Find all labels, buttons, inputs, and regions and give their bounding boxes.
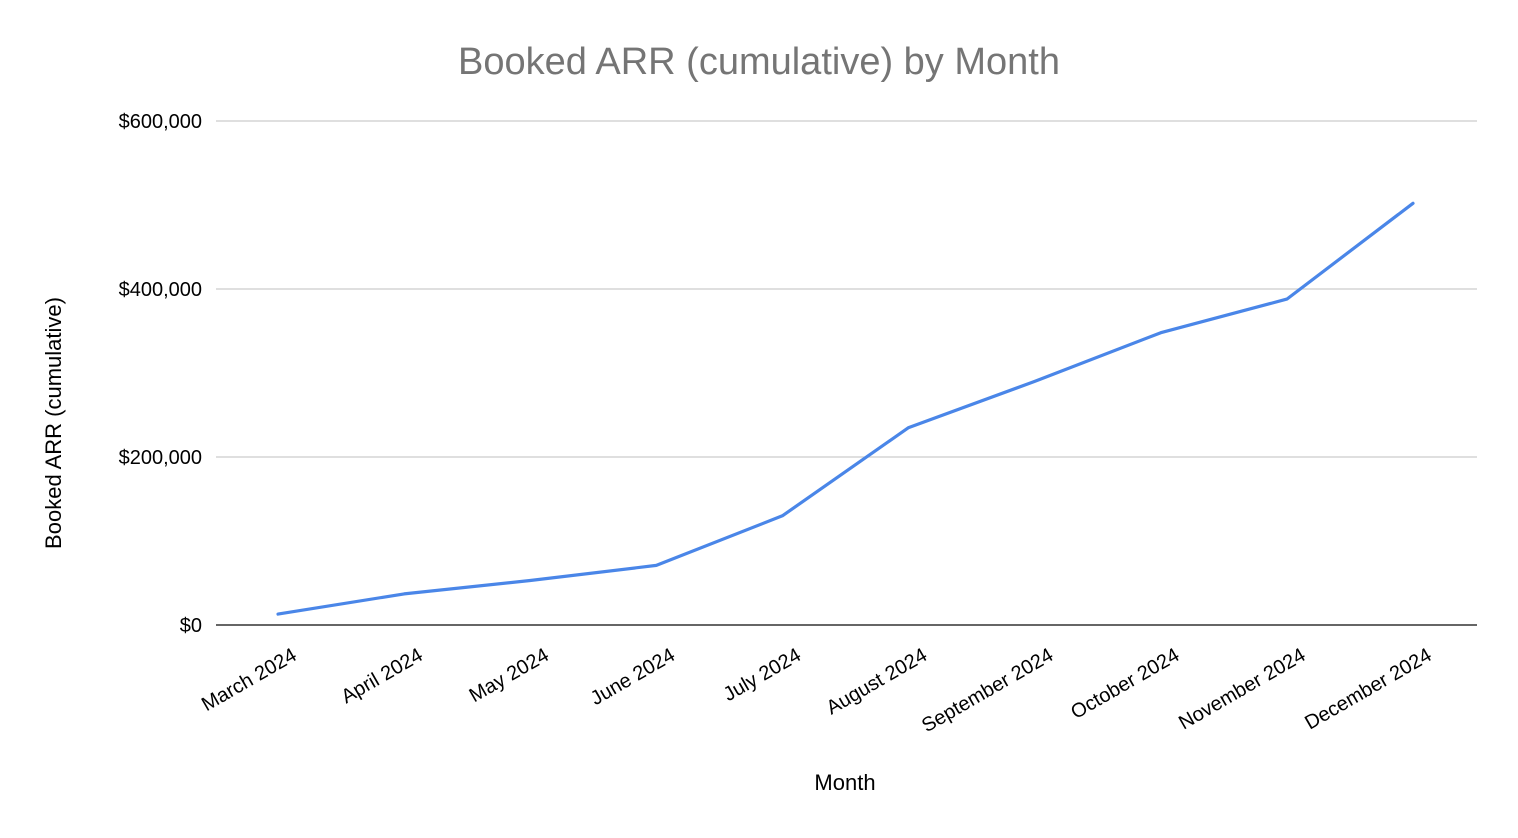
- x-tick-label: December 2024: [1301, 644, 1435, 734]
- data-point: [1285, 297, 1289, 301]
- data-point: [907, 426, 911, 430]
- data-point: [780, 514, 784, 518]
- x-tick-label: September 2024: [918, 644, 1057, 737]
- x-tick-label: March 2024: [198, 644, 300, 716]
- series-line: [276, 201, 1415, 616]
- chart-title: Booked ARR (cumulative) by Month: [458, 41, 1060, 83]
- y-axis-title: Booked ARR (cumulative): [41, 297, 66, 549]
- x-tick-label: April 2024: [338, 644, 427, 708]
- y-tick-label: $600,000: [119, 111, 202, 133]
- y-tick-label: $0: [180, 615, 202, 637]
- y-axis-tick-labels: $0 $200,000 $400,000 $600,000: [119, 111, 202, 637]
- grid-lines: [216, 120, 1477, 458]
- data-point: [528, 578, 532, 582]
- data-point: [654, 563, 658, 567]
- x-axis-tick-labels: March 2024 April 2024 May 2024 June 2024 Jul…: [198, 644, 1435, 737]
- data-points: [276, 201, 1415, 616]
- y-tick-label: $400,000: [119, 279, 202, 301]
- x-tick-label: October 2024: [1067, 644, 1183, 724]
- data-point: [402, 592, 406, 596]
- series-lines: [276, 201, 1415, 616]
- data-point: [1033, 379, 1037, 383]
- data-point: [1159, 331, 1163, 335]
- x-tick-label: November 2024: [1175, 644, 1309, 734]
- data-point: [276, 612, 280, 616]
- data-point: [1411, 201, 1415, 205]
- x-tick-label: June 2024: [587, 644, 679, 710]
- x-tick-label: May 2024: [466, 644, 553, 707]
- x-axis-title: Month: [814, 770, 875, 795]
- x-tick-label: August 2024: [823, 644, 931, 719]
- x-tick-label: July 2024: [720, 644, 805, 706]
- y-tick-label: $200,000: [119, 447, 202, 469]
